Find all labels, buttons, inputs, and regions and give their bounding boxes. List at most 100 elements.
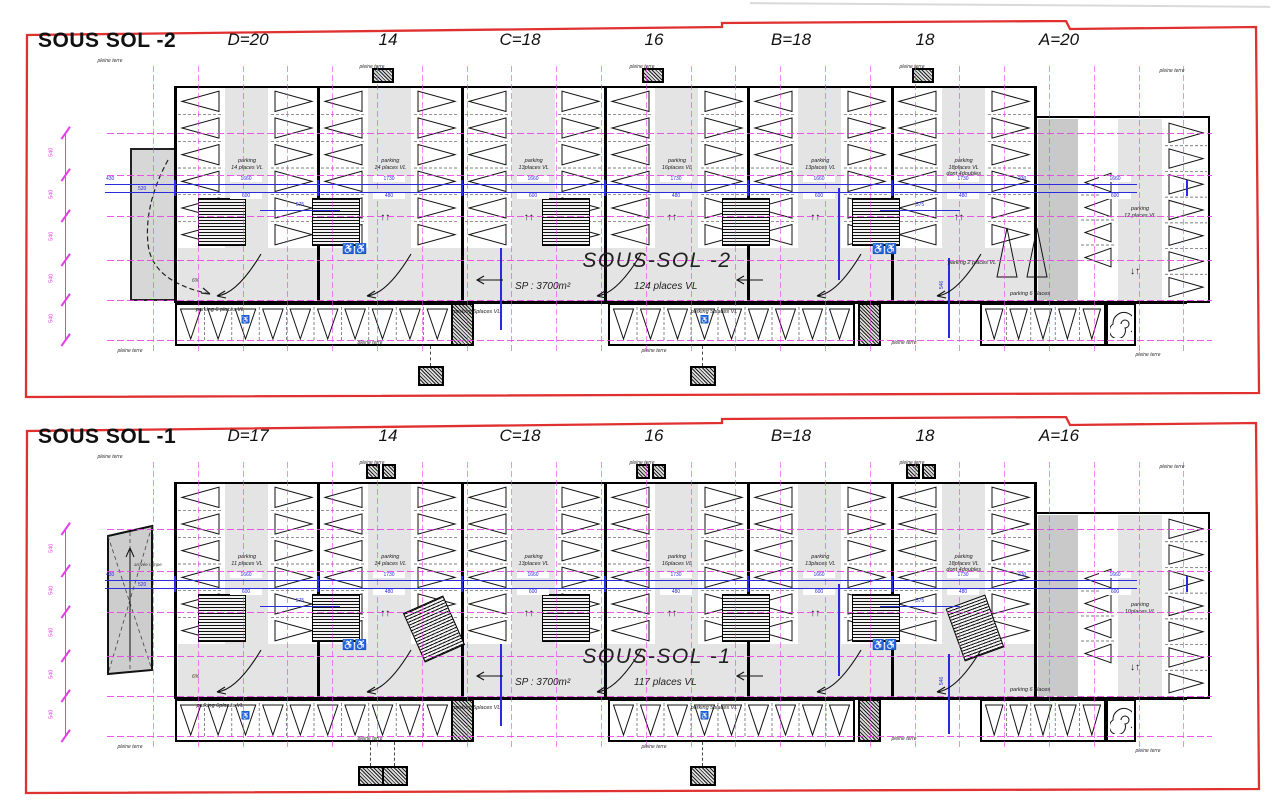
direction-arrows-icon: ↑↑ [380,212,391,223]
dim-value: 520 [138,582,147,588]
grid-line-vertical [1138,462,1140,748]
panel-title: SOUS SOL -2 [38,29,177,52]
grid-line-vertical [645,462,647,748]
pleine-terre-label: pleine terre [357,340,383,346]
stair-core [852,198,900,246]
svg-text:♿: ♿ [241,711,250,720]
dimension-chain-line [65,529,67,736]
parking-bay-column-right [413,88,460,248]
direction-arrows-icon: ↑↑ [810,212,821,223]
dim-tick-blue [603,576,606,592]
column-axis-label: A=20 [1038,30,1080,49]
drive-aisle [178,248,1186,301]
dim-value-bottom: 600 [230,589,262,595]
parking-zone-label: parking 13places VL [518,554,549,567]
parking-zone-label: parking 16places VL [661,158,693,171]
wing-ramp [1038,119,1078,300]
dim-tick-blue [460,576,463,592]
vent-box [690,366,716,386]
svg-text:♿: ♿ [700,711,709,720]
dim-value: 430 [106,572,115,578]
grid-line-vertical [1183,66,1185,352]
grid-line-vertical [1049,462,1050,748]
grid-line-horizontal [107,736,1212,737]
module-aisle [798,484,842,644]
parking-count-label: parking 5places VL [453,705,501,711]
grid-line-vertical [421,66,423,352]
pleine-terre-label: pleine terre [97,454,123,460]
dimension-value: 540 [48,669,55,679]
dimension-value: 540 [48,709,55,719]
grid-line-vertical [735,66,737,352]
column-axis-label: 16 [644,30,664,49]
direction-arrows-icon: ↓↑ [1130,266,1140,277]
grid-line-vertical [690,66,692,352]
sheet-sous-sol-1: SOUS SOL -1 D=17 14 C=18 16 B=18 18 A=16 arrivé… [22,416,1262,802]
parking-bay-column-left [320,484,367,644]
dim-value-top: 1660 [517,572,549,578]
dim-value-bottom: 480 [947,193,979,199]
grid-line-vertical [690,462,692,748]
grid-line-vertical [869,462,871,748]
lane-arrows [177,644,1187,699]
spiral-stair-icon [1110,706,1132,734]
dim-tick-blue [747,180,750,196]
grid-line-vertical [735,462,737,748]
grid-line-vertical [511,462,513,748]
dim-value: 575 [295,598,305,604]
grid-line-vertical [1049,66,1050,352]
column-axis-label: C=18 [499,426,541,445]
dim-value-top: 1730 [947,572,979,578]
vent-box [358,766,384,786]
grid-line-vertical [197,462,199,748]
grid-line-vertical [377,462,378,748]
grid-line-vertical [1093,66,1095,352]
vent-box [690,766,716,786]
dim-value-top: 1730 [373,176,405,182]
dim-value-bottom: 600 [517,589,549,595]
column-axis-label: D=20 [227,30,269,49]
level-label: SOUS-SOL -2 [582,249,732,272]
parking-zone-label: parking 13places VL [805,158,836,171]
dim-value-top: 1730 [373,572,405,578]
column-axis-label: 14 [378,30,398,49]
dimension-value: 540 [48,231,55,241]
vent-box [382,766,408,786]
dim-value-bottom: 600 [230,193,262,199]
grid-line-vertical [601,66,602,352]
vent-shaft [451,699,474,742]
dim-value-bottom: 600 [517,193,549,199]
surface-label: SP : 3700m² [515,677,571,688]
parking-bay-column-left [607,88,654,248]
module-aisle [368,88,412,248]
dimension-value: 540 [48,313,55,323]
accessible-parking-icon: ♿♿ [872,244,897,255]
dim-line-blue [260,606,340,608]
parking-bays-up [993,223,1055,281]
dim-line-blue-vertical [948,258,950,338]
parking-zone-label: parking 11 places VL [231,554,263,567]
grid-line-vertical [332,66,334,352]
parking-row-bays: ♿ [177,305,451,344]
dim-tick-blue [747,576,750,592]
parking-bay-column-left [750,484,797,644]
dim-tick-blue [174,576,176,592]
stair-core [312,594,360,642]
dimension-value: 540 [48,147,55,157]
vent-box [366,464,380,479]
dim-line-blue [105,588,1137,590]
grid-line-vertical [959,462,961,748]
grid-line-vertical [421,462,423,748]
stair-core [852,594,900,642]
module-aisle [941,88,985,248]
stair-core [312,198,360,246]
drive-aisle [178,644,1186,697]
column-axis-label: B=18 [770,30,812,49]
parking-row-bays: ♿ [610,305,853,344]
pleine-terre-label: pleine terre [97,58,123,64]
stair-core [542,198,590,246]
dim-value: 575 [915,202,925,208]
entry-ramp [100,520,160,676]
grid-line-horizontal [107,696,1212,697]
dim-line-blue-vertical [500,248,502,330]
